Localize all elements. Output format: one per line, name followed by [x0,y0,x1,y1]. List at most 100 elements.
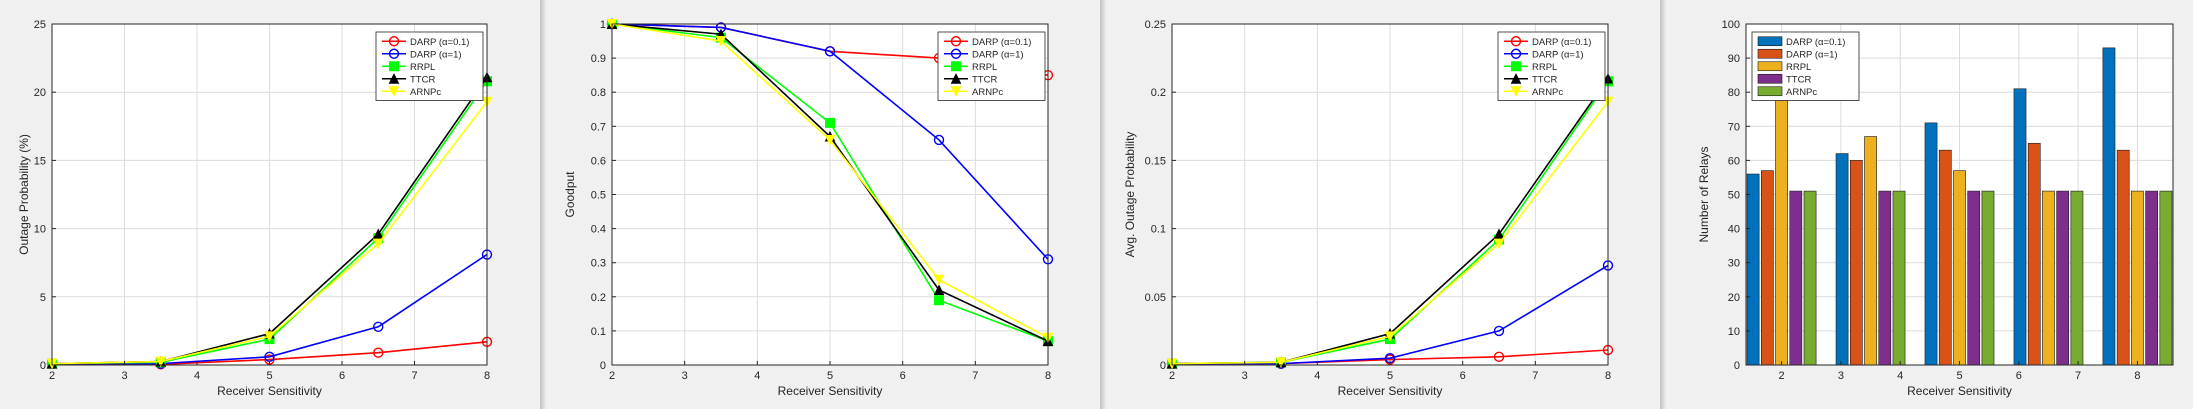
bar [2102,47,2116,366]
bar [2042,190,2055,366]
y-tick-label: 0 [40,360,46,372]
x-tick-label: 5 [1387,370,1393,382]
figure-panel-1: 2 3 4 5 6 7 8 0 5 10 15 20 25 Receiver Sensitivity Out… [0,0,540,409]
y-axis-label: Number of Relays [1697,146,1711,242]
legend-label: ARNPc [1532,87,1563,98]
data-point [372,228,384,240]
legend-swatch [1757,73,1783,84]
legend-marker [1510,48,1522,59]
outage-probability-chart: 2 3 4 5 6 7 8 0 5 10 15 20 25 Receiver Sensitivity Out… [17,19,493,398]
x-tick-label: 3 [121,370,127,382]
y-tick-label: 10 [34,224,46,236]
legend-marker [1510,73,1522,84]
legend-swatch [1757,36,1783,47]
data-point [1493,228,1505,240]
y-tick-label: 15 [34,155,46,167]
y-tick-label: 70 [1728,121,1740,133]
data-point [373,347,384,358]
window-edge [540,0,546,409]
y-tick-label: 0.15 [1145,155,1166,167]
legend-marker [388,73,400,84]
y-tick-label: 0.05 [1145,292,1166,304]
legend-marker [950,86,962,97]
legend-label: ARNPc [410,87,441,98]
x-tick-label: 7 [411,370,417,382]
y-tick-label: 1 [600,19,606,31]
x-axis-label: Receiver Sensitivity [217,384,322,398]
legend-marker [951,61,961,72]
figure-panel-4: 2 3 4 5 6 7 8 0 10 20 30 40 50 60 70 80 90 100 Receiver Se… [1666,0,2193,409]
bar [1892,190,1906,366]
legend-swatch [1757,48,1783,59]
figure-panel-3: 2 3 4 5 6 7 8 0 0.05 0.1 0.15 0.2 0.25 Receiver Sensi… [1106,0,1660,409]
x-tick-label: 8 [484,370,490,382]
legend-label: DARP (α=1) [410,49,462,60]
legend-label: DARP (α=1) [972,49,1024,60]
data-point [933,284,945,295]
y-tick-label: 0 [600,360,606,372]
x-tick-label: 7 [2075,370,2081,382]
x-axis-label: Receiver Sensitivity [1907,384,2012,398]
legend-label: TTCR [1786,74,1811,85]
y-tick-label: 0.5 [591,190,606,202]
x-axis-label: Receiver Sensitivity [778,384,883,398]
x-tick-label: 5 [827,370,833,382]
x-tick-label: 4 [1897,370,1903,382]
y-tick-label: 25 [34,19,46,31]
y-tick-label: 0 [1160,360,1166,372]
data-point [373,321,384,333]
bar [1835,153,1849,366]
legend-label: RRPL [972,62,997,73]
y-axis-label: Goodput [563,171,577,218]
series-line [611,23,1049,260]
goodput-chart: 2 3 4 5 6 7 8 0 0.1 0.2 0.3 0.4 0.5 0.6 0.7 0.8 0.9 1 Rece… [563,18,1054,398]
data-point [824,134,836,146]
data-point [1493,325,1505,337]
bar [1924,122,1938,366]
x-tick-label: 4 [754,370,760,382]
legend-label: RRPL [1786,62,1811,73]
y-tick-label: 40 [1728,224,1740,236]
legend-label: DARP (α=0.1) [410,37,469,48]
x-tick-label: 3 [1838,370,1844,382]
x-tick-label: 6 [339,370,345,382]
data-point [264,331,275,342]
bar [2027,143,2041,366]
y-tick-label: 90 [1728,53,1740,65]
legend-marker [950,48,962,59]
x-tick-label: 5 [1956,370,1962,382]
y-tick-label: 0.4 [591,224,606,236]
data-point [1384,331,1396,342]
data-point [824,46,836,57]
data-point [933,274,945,286]
legend-label: TTCR [410,74,435,85]
x-tick-label: 6 [900,370,906,382]
bar [1789,190,1803,366]
y-tick-label: 0.2 [1151,87,1166,99]
legend-swatch [1757,61,1783,72]
x-tick-label: 8 [2134,370,2140,382]
y-tick-label: 10 [1728,326,1740,338]
y-tick-label: 30 [1728,258,1740,270]
legend-marker [388,86,400,97]
data-point [1493,351,1505,363]
legend-marker [1510,86,1522,97]
bar [1746,173,1760,366]
legend-marker [388,48,400,59]
bar [2116,149,2130,366]
x-tick-label: 4 [194,370,200,382]
data-point [1493,238,1505,250]
legend-label: TTCR [972,74,997,85]
y-tick-label: 0.9 [591,53,606,65]
data-point [825,117,835,128]
y-tick-label: 100 [1722,19,1740,31]
data-point [372,238,384,250]
bar [2070,190,2084,366]
y-axis-label: Avg. Outage Probability [1123,132,1137,258]
window-edge [1660,0,1666,409]
x-tick-label: 2 [609,370,615,382]
